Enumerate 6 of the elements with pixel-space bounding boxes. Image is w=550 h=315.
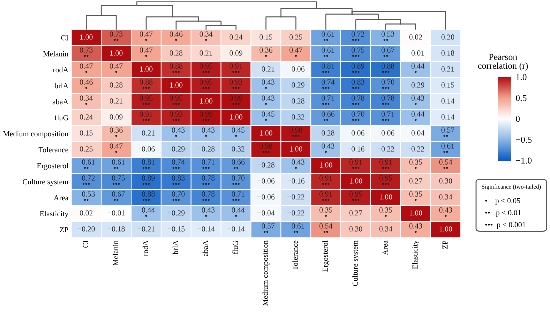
color-bar-label: −0.5	[516, 136, 532, 144]
color-bar-title: Pearson correlation (r)	[478, 54, 528, 71]
color-bar-label: 0.5	[516, 95, 527, 102]
color-bar-label: 1.0	[516, 74, 527, 80]
color-bar-label: −1.0	[516, 158, 532, 164]
color-bar-label: 0	[516, 116, 520, 122]
